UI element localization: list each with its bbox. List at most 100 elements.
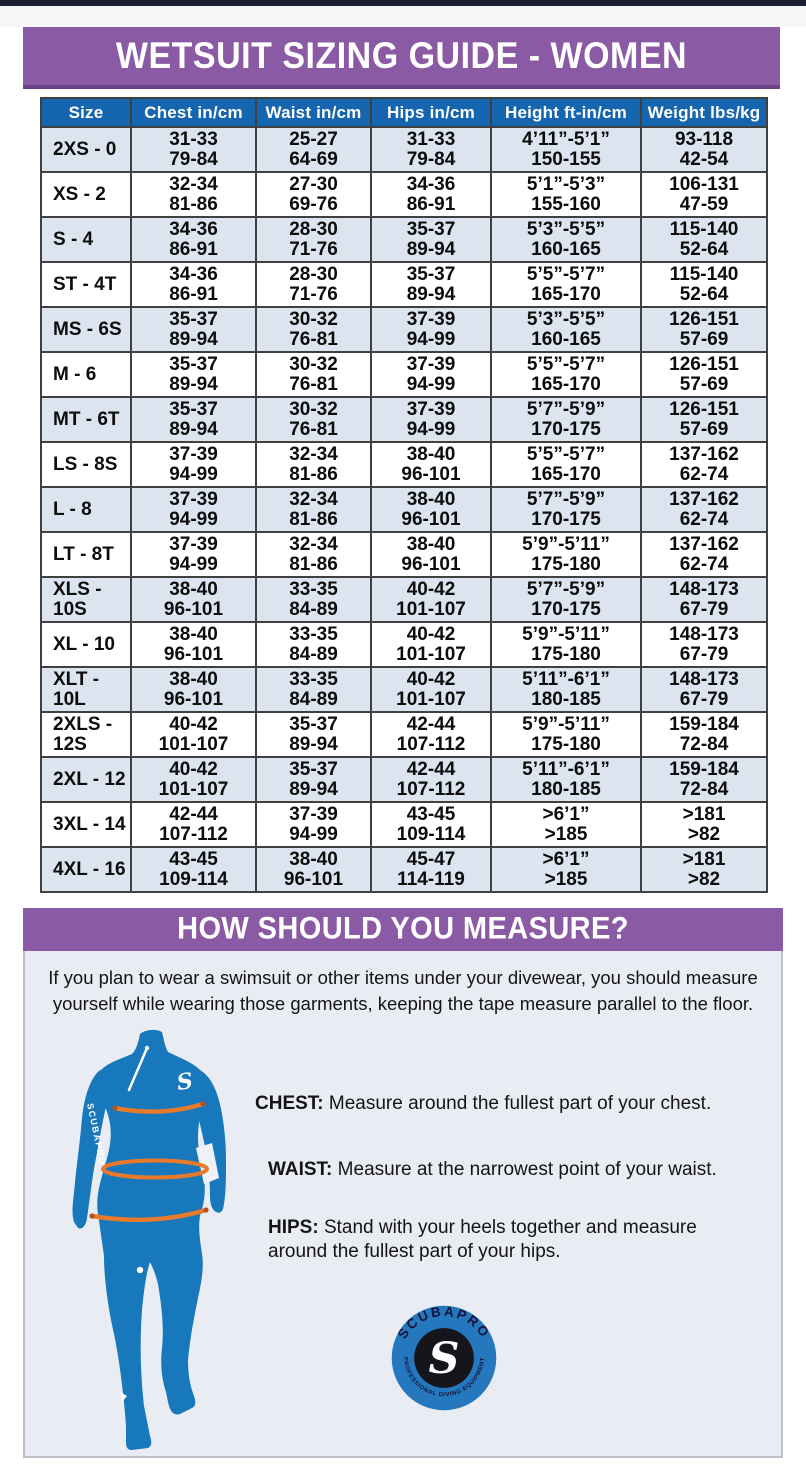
value-cell: >181 >82	[640, 801, 768, 848]
size-cell: 3XL - 14	[40, 801, 132, 848]
size-cell: XS - 2	[40, 171, 132, 218]
value-cell: 106-131 47-59	[640, 171, 768, 218]
measure-intro-text: If you plan to wear a swimsuit or other …	[48, 967, 758, 1014]
size-cell: XLS - 10S	[40, 576, 132, 623]
column-header-chest: Chest in/cm	[130, 97, 257, 128]
chest-band-end-right	[200, 1101, 206, 1107]
value-cell: 40-42 101-107	[370, 666, 492, 713]
page-background-strip	[0, 6, 806, 27]
value-cell: 40-42 101-107	[370, 576, 492, 623]
table-row: 4XL - 16 43-45 109-114 38-40 96-101 45-47 114-…	[40, 846, 768, 893]
value-cell: 5’9”-5’11” 175-180	[490, 531, 642, 578]
waist-measure-band	[101, 1158, 209, 1180]
size-cell: MT - 6T	[40, 396, 132, 443]
value-cell: 42-44 107-112	[370, 756, 492, 803]
value-cell: 5’7”-5’9” 170-175	[490, 486, 642, 533]
value-cell: 30-32 76-81	[255, 306, 372, 353]
column-header-waist: Waist in/cm	[255, 97, 372, 128]
value-cell: 31-33 79-84	[130, 126, 257, 173]
value-cell: 37-39 94-99	[130, 531, 257, 578]
table-row: MS - 6S 35-37 89-94 30-32 76-81 37-39 94-99 5’3…	[40, 306, 768, 353]
size-cell: LT - 8T	[40, 531, 132, 578]
value-cell: 126-151 57-69	[640, 351, 768, 398]
table-row: XLS - 10S 38-40 96-101 33-35 84-89 40-42 101-1…	[40, 576, 768, 623]
value-cell: 40-42 101-107	[130, 711, 257, 758]
size-cell: LS - 8S	[40, 441, 132, 488]
value-cell: 34-36 86-91	[130, 261, 257, 308]
size-cell: S - 4	[40, 216, 132, 263]
value-cell: 38-40 96-101	[255, 846, 372, 893]
value-cell: 5’3”-5’5” 160-165	[490, 306, 642, 353]
hips-text: Stand with your heels together and measu…	[268, 1217, 697, 1262]
value-cell: 37-39 94-99	[370, 351, 492, 398]
value-cell: 32-34 81-86	[255, 441, 372, 488]
table-row: ST - 4T 34-36 86-91 28-30 71-76 35-37 89-94 5’5…	[40, 261, 768, 308]
table-row: 2XL - 12 40-42 101-107 35-37 89-94 42-44 107-1…	[40, 756, 768, 803]
value-cell: 126-151 57-69	[640, 396, 768, 443]
value-cell: 115-140 52-64	[640, 216, 768, 263]
chest-band-end-left	[112, 1105, 118, 1111]
value-cell: >181 >82	[640, 846, 768, 893]
value-cell: 42-44 107-112	[370, 711, 492, 758]
zipper-pull	[144, 1045, 150, 1051]
value-cell: 45-47 114-119	[370, 846, 492, 893]
value-cell: 5’11”-6’1” 180-185	[490, 666, 642, 713]
wetsuit-ankle-mark	[120, 1392, 127, 1402]
value-cell: 34-36 86-91	[370, 171, 492, 218]
column-header-hips: Hips in/cm	[370, 97, 492, 128]
value-cell: 32-34 81-86	[255, 486, 372, 533]
size-cell: MS - 6S	[40, 306, 132, 353]
value-cell: 38-40 96-101	[370, 486, 492, 533]
top-border-strip	[0, 0, 806, 6]
value-cell: 5’7”-5’9” 170-175	[490, 576, 642, 623]
wetsuit-zipper	[127, 1046, 149, 1092]
table-row: 2XS - 0 31-33 79-84 25-27 64-69 31-33 79-84 4’1…	[40, 126, 768, 173]
size-cell: ST - 4T	[40, 261, 132, 308]
size-cell: 2XS - 0	[40, 126, 132, 173]
page-title: WETSUIT SIZING GUIDE - WOMEN	[115, 34, 688, 76]
hips-label: HIPS:	[268, 1217, 319, 1238]
value-cell: 37-39 94-99	[130, 441, 257, 488]
size-table-body: 2XS - 0 31-33 79-84 25-27 64-69 31-33 79-84 4’1…	[40, 126, 768, 893]
sizing-table: Size Chest in/cm Waist in/cm Hips in/cm …	[40, 97, 768, 893]
size-cell: M - 6	[40, 351, 132, 398]
table-row: L - 8 37-39 94-99 32-34 81-86 38-40 96-101 5’7”…	[40, 486, 768, 533]
wetsuit-thigh-mark	[136, 1266, 144, 1274]
value-cell: 28-30 71-76	[255, 216, 372, 263]
value-cell: 5’7”-5’9” 170-175	[490, 396, 642, 443]
hips-measure-band	[89, 1207, 209, 1223]
table-row: 3XL - 14 42-44 107-112 37-39 94-99 43-45 109-1…	[40, 801, 768, 848]
table-header-row: Size Chest in/cm Waist in/cm Hips in/cm …	[40, 97, 768, 128]
waist-text: Measure at the narrowest point of your w…	[332, 1159, 717, 1180]
scubapro-logo: S SCUBAPRO PROFESSIONAL DIVING EQUIPMENT	[388, 1302, 500, 1414]
value-cell: 25-27 64-69	[255, 126, 372, 173]
measure-section-title-bar: HOW SHOULD YOU MEASURE?	[23, 908, 783, 951]
chest-measure-band	[112, 1101, 206, 1114]
value-cell: 43-45 109-114	[130, 846, 257, 893]
hips-band-end-left	[89, 1213, 95, 1219]
waist-instruction: WAIST: Measure at the narrowest point of…	[268, 1158, 768, 1182]
value-cell: 4’11”-5’1” 150-155	[490, 126, 642, 173]
wetsuit-left-arm	[72, 1070, 109, 1229]
value-cell: 38-40 96-101	[130, 666, 257, 713]
value-cell: 28-30 71-76	[255, 261, 372, 308]
column-header-size: Size	[40, 97, 132, 128]
size-cell: 2XLS - 12S	[40, 711, 132, 758]
value-cell: 93-118 42-54	[640, 126, 768, 173]
main-title-bar: WETSUIT SIZING GUIDE - WOMEN	[23, 27, 780, 89]
value-cell: 137-162 62-74	[640, 441, 768, 488]
size-cell: XL - 10	[40, 621, 132, 668]
hips-instruction: HIPS: Stand with your heels together and…	[268, 1216, 718, 1264]
value-cell: 37-39 94-99	[370, 306, 492, 353]
value-cell: 38-40 96-101	[130, 576, 257, 623]
table-row: M - 6 35-37 89-94 30-32 76-81 37-39 94-99 5’5”-…	[40, 351, 768, 398]
value-cell: 35-37 89-94	[130, 306, 257, 353]
value-cell: 35-37 89-94	[370, 216, 492, 263]
value-cell: 126-151 57-69	[640, 306, 768, 353]
value-cell: 5’5”-5’7” 165-170	[490, 441, 642, 488]
value-cell: 159-184 72-84	[640, 756, 768, 803]
value-cell: 148-173 67-79	[640, 576, 768, 623]
table-row: 2XLS - 12S 40-42 101-107 35-37 89-94 42-44 107…	[40, 711, 768, 758]
size-cell: XLT - 10L	[40, 666, 132, 713]
column-header-weight: Weight lbs/kg	[640, 97, 768, 128]
